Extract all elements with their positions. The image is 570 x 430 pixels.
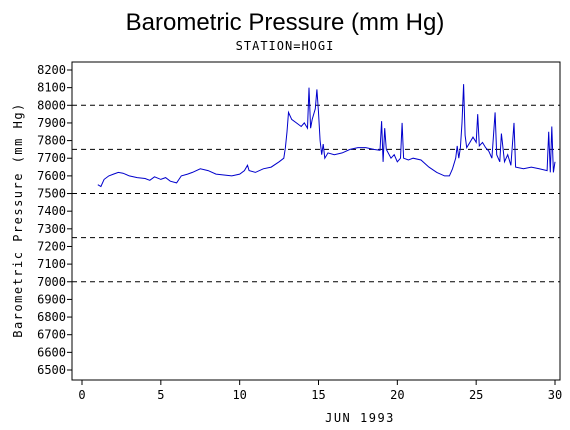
- y-tick-label: 7200: [37, 239, 66, 253]
- y-tick-label: 7900: [37, 116, 66, 130]
- y-tick-label: 8200: [37, 63, 66, 77]
- y-tick-label: 7300: [37, 222, 66, 236]
- y-tick-label: 6900: [37, 292, 66, 306]
- chart-subtitle: STATION=HOGI: [236, 39, 335, 53]
- y-tick-label: 7600: [37, 169, 66, 183]
- y-tick-label: 7500: [37, 187, 66, 201]
- y-tick-label: 6700: [37, 328, 66, 342]
- x-tick-label: 0: [78, 388, 85, 402]
- y-axis: 6500 6600 6700 6800 6900 7000 7100 7200 7300 7400…: [37, 63, 72, 377]
- y-tick-label: 7700: [37, 151, 66, 165]
- x-tick-label: 30: [548, 388, 562, 402]
- x-tick-label: 20: [390, 388, 404, 402]
- y-axis-label: Barometric Pressure (mm Hg): [11, 102, 25, 338]
- chart-title: Barometric Pressure (mm Hg): [126, 9, 445, 36]
- y-tick-label: 7000: [37, 275, 66, 289]
- y-tick-label: 6600: [37, 345, 66, 359]
- y-tick-label: 6800: [37, 310, 66, 324]
- x-tick-label: 25: [469, 388, 483, 402]
- plot-frame: [71, 61, 561, 381]
- x-axis-label: JUN 1993: [325, 411, 395, 425]
- y-tick-label: 8100: [37, 81, 66, 95]
- reference-lines: [72, 104, 560, 283]
- series-line-1: [97, 84, 556, 188]
- y-tick-label: 7100: [37, 257, 66, 271]
- y-tick-label: 8000: [37, 98, 66, 112]
- x-tick-label: 15: [311, 388, 325, 402]
- x-tick-label: 5: [157, 388, 164, 402]
- y-tick-label: 7800: [37, 134, 66, 148]
- x-tick-label: 10: [232, 388, 246, 402]
- x-axis: 0 5 10 15 20 25 30: [78, 380, 562, 402]
- y-tick-label: 7400: [37, 204, 66, 218]
- y-tick-label: 6500: [37, 363, 66, 377]
- series-group: [97, 84, 556, 188]
